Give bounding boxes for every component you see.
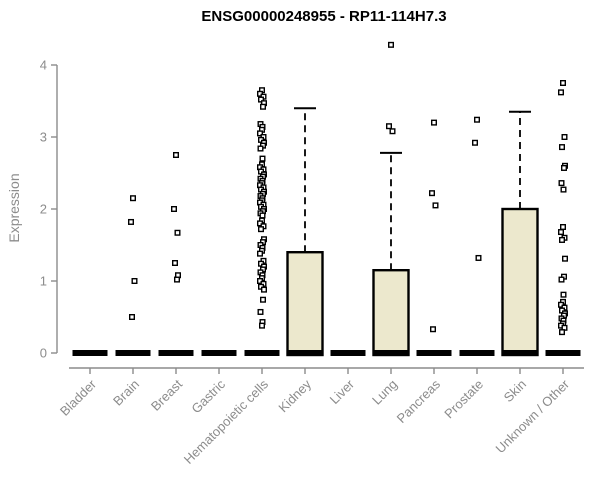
y-tick-label: 2: [40, 202, 47, 217]
x-tick-label-prostate: Prostate: [441, 377, 486, 422]
y-axis-label: Expression: [6, 173, 22, 243]
median-bar-brain: [115, 350, 151, 356]
outlier-point: [560, 291, 567, 298]
median-bar-prostate: [459, 350, 495, 356]
outlier-point: [561, 164, 568, 171]
median-bar-gastric: [201, 350, 237, 356]
outlier-point: [257, 145, 264, 152]
outlier-point: [131, 278, 138, 285]
median-bar-hematopoietic-cells: [244, 350, 280, 356]
outlier-point: [172, 151, 179, 158]
outlier-point: [258, 226, 265, 233]
median-bar-pancreas: [416, 350, 452, 356]
median-bar-kidney: [287, 350, 323, 356]
median-bar-lung: [373, 350, 409, 356]
y-tick-label: 1: [40, 274, 47, 289]
outlier-point: [559, 144, 566, 151]
x-tick-label-unknown-other: Unknown / Other: [493, 376, 573, 456]
x-tick-label-hematopoietic-cells: Hematopoietic cells: [181, 376, 272, 467]
outlier-point: [259, 155, 266, 162]
outlier-point: [429, 190, 436, 197]
x-tick-label-liver: Liver: [327, 376, 358, 407]
median-bar-unknown-other: [545, 350, 581, 356]
outlier-point: [559, 236, 566, 243]
outlier-point: [558, 180, 565, 187]
outlier-point: [474, 116, 481, 123]
outlier-point: [259, 322, 266, 329]
outlier-point: [389, 128, 396, 135]
outlier-point: [559, 329, 566, 336]
x-tick-label-pancreas: Pancreas: [394, 376, 444, 426]
outlier-point: [561, 133, 568, 140]
outlier-point: [558, 229, 565, 236]
box-kidney: [286, 250, 324, 357]
outlier-point: [260, 296, 267, 303]
outlier-point: [430, 326, 437, 333]
outlier-point: [560, 186, 567, 193]
outlier-point: [257, 308, 264, 315]
outlier-point: [173, 276, 180, 283]
x-tick-label-skin: Skin: [501, 377, 529, 405]
outlier-point: [558, 276, 565, 283]
outlier-point: [558, 89, 565, 96]
outlier-point: [472, 139, 479, 146]
outlier-point: [388, 41, 395, 48]
x-tick-label-breast: Breast: [148, 376, 185, 413]
outlier-point: [562, 255, 569, 262]
outlier-point: [129, 195, 136, 202]
x-tick-label-kidney: Kidney: [275, 376, 314, 415]
outlier-point: [259, 212, 266, 219]
outlier-point: [261, 286, 268, 293]
outlier-point: [128, 314, 135, 321]
outlier-point: [560, 79, 567, 86]
outlier-point: [257, 130, 264, 137]
outlier-point: [431, 119, 438, 126]
x-tick-label-bladder: Bladder: [57, 376, 100, 419]
x-tick-label-gastric: Gastric: [188, 376, 228, 416]
y-tick-label: 4: [40, 58, 47, 73]
outlier-point: [174, 229, 181, 236]
median-bar-skin: [502, 350, 538, 356]
median-bar-liver: [330, 350, 366, 356]
outlier-point: [386, 123, 393, 130]
median-bar-breast: [158, 350, 194, 356]
median-bar-bladder: [72, 350, 108, 356]
box-lung: [372, 269, 410, 357]
outlier-point: [170, 205, 177, 212]
box-skin: [501, 207, 539, 357]
outlier-point: [171, 260, 178, 267]
outlier-point: [260, 103, 267, 110]
outlier-point: [127, 218, 134, 225]
chart-title: ENSG00000248955 - RP11-114H7.3: [201, 8, 447, 25]
x-tick-label-lung: Lung: [369, 377, 400, 408]
outlier-point: [560, 223, 567, 230]
outlier-point: [475, 254, 482, 261]
outlier-point: [257, 250, 264, 257]
y-tick-label: 3: [40, 130, 47, 145]
outlier-point: [432, 202, 439, 209]
y-tick-label: 0: [40, 346, 47, 361]
x-tick-label-brain: Brain: [110, 377, 142, 409]
